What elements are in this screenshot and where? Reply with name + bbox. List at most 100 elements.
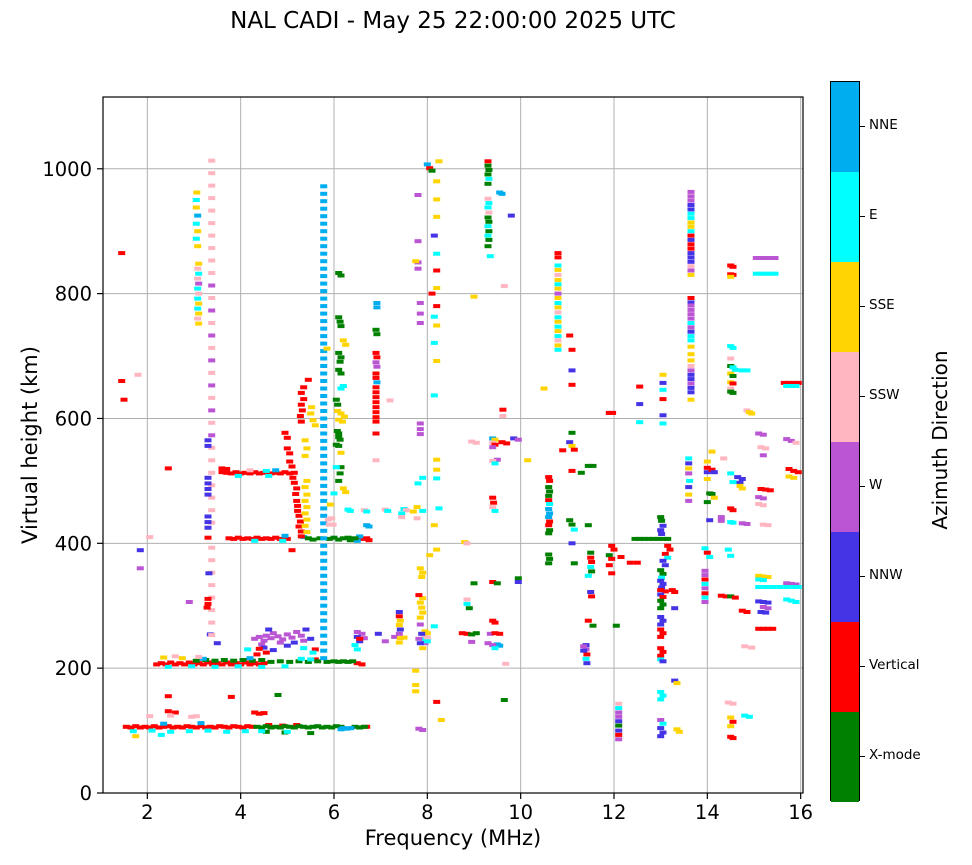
x-tick-label: 6 (328, 801, 340, 824)
data-point (416, 421, 424, 426)
data-point (759, 600, 767, 604)
data-point (500, 698, 508, 702)
data-point (687, 321, 695, 325)
data-point (759, 503, 767, 508)
data-point (320, 483, 328, 488)
data-point (195, 654, 203, 659)
data-point (703, 470, 711, 475)
data-point (416, 427, 424, 432)
data-point (193, 190, 201, 195)
colorbar-label-NNE: NNE (869, 117, 898, 133)
data-point (208, 495, 216, 500)
data-point (640, 536, 648, 541)
data-point (234, 535, 242, 540)
data-point (241, 729, 249, 734)
data-point (251, 538, 259, 543)
data-point (499, 407, 507, 412)
data-point (295, 524, 303, 529)
data-point (727, 724, 735, 729)
data-point (220, 658, 228, 662)
data-point (220, 724, 228, 729)
data-point (297, 402, 305, 407)
data-point (790, 380, 798, 385)
data-point (330, 659, 338, 664)
data-point (659, 602, 667, 607)
data-point (356, 725, 364, 730)
data-point (267, 471, 275, 476)
data-point (320, 491, 328, 496)
data-point (687, 198, 695, 203)
data-point (659, 380, 667, 385)
data-point (208, 333, 216, 338)
data-point (687, 334, 695, 339)
data-point (743, 610, 751, 614)
data-point (208, 420, 216, 425)
colorbar-label-NNW: NNW (869, 567, 903, 583)
data-point (208, 483, 216, 488)
data-point (566, 440, 574, 445)
data-point (262, 729, 270, 734)
data-point (580, 644, 588, 649)
data-point (204, 520, 212, 525)
data-point (204, 601, 212, 606)
data-point (554, 255, 562, 260)
data-point (178, 656, 186, 661)
data-point (419, 646, 427, 651)
data-point (430, 314, 438, 319)
data-point (762, 610, 770, 615)
data-point (687, 300, 695, 305)
data-point (759, 496, 767, 501)
data-point (722, 594, 730, 599)
data-point (687, 385, 695, 390)
data-point (381, 639, 389, 644)
data-point (211, 664, 219, 669)
data-point (433, 699, 441, 704)
data-point (338, 419, 346, 424)
data-point (171, 710, 179, 715)
data-point (755, 502, 763, 506)
data-point (244, 647, 252, 652)
data-point (687, 224, 695, 229)
data-point (195, 661, 203, 666)
data-point (587, 590, 595, 594)
data-point (185, 660, 193, 665)
data-point (248, 724, 256, 729)
data-point (195, 271, 203, 276)
data-point (258, 664, 266, 669)
data-point (484, 205, 492, 210)
data-point (673, 727, 681, 732)
data-point (395, 640, 403, 645)
data-point (762, 256, 770, 260)
data-point (764, 626, 772, 631)
data-point (794, 585, 802, 589)
data-point (213, 641, 221, 646)
data-point (358, 536, 366, 541)
data-point (194, 266, 202, 271)
data-point (687, 377, 695, 382)
data-point (122, 724, 130, 729)
data-point (283, 632, 291, 637)
data-point (498, 191, 506, 196)
data-point (546, 511, 554, 516)
data-point (412, 259, 420, 264)
data-point (208, 246, 216, 251)
data-point (496, 631, 504, 636)
data-point (433, 304, 441, 309)
data-point (276, 640, 284, 645)
data-point (729, 345, 737, 350)
data-point (320, 206, 328, 211)
data-point (301, 511, 309, 516)
data-point (743, 368, 751, 373)
data-point (335, 435, 343, 440)
data-point (320, 603, 328, 608)
data-point (320, 424, 328, 428)
data-point (218, 662, 226, 667)
data-point (320, 611, 328, 616)
data-point (134, 372, 142, 377)
data-point (279, 637, 287, 642)
x-tick-label: 8 (421, 801, 433, 824)
data-point (636, 384, 644, 389)
data-point (615, 701, 623, 706)
data-point (320, 633, 328, 638)
